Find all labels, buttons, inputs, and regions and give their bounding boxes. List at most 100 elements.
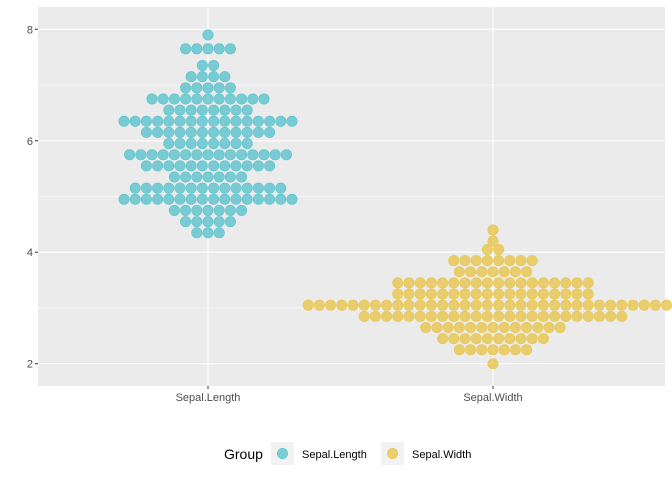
data-point xyxy=(487,321,499,333)
data-point xyxy=(593,299,605,311)
data-point xyxy=(476,266,488,278)
data-point xyxy=(526,288,538,300)
data-point xyxy=(146,93,158,105)
data-point xyxy=(448,299,460,311)
data-point xyxy=(661,299,672,311)
data-point xyxy=(493,333,505,345)
data-point xyxy=(515,333,527,345)
data-point xyxy=(196,71,208,83)
data-point xyxy=(129,115,141,127)
data-point xyxy=(358,310,370,322)
data-point xyxy=(185,182,197,194)
data-point xyxy=(174,160,186,172)
data-point xyxy=(459,277,471,289)
data-point xyxy=(174,104,186,116)
data-point xyxy=(213,216,225,228)
data-point xyxy=(459,310,471,322)
data-point xyxy=(213,227,225,239)
data-point xyxy=(437,299,449,311)
data-point xyxy=(152,115,164,127)
data-point xyxy=(264,193,276,205)
data-point xyxy=(493,277,505,289)
data-point xyxy=(437,277,449,289)
data-point xyxy=(202,93,214,105)
legend-swatch xyxy=(276,447,288,459)
data-point xyxy=(185,160,197,172)
x-tick-label: Sepal.Length xyxy=(176,392,241,404)
data-point xyxy=(230,182,242,194)
data-point xyxy=(129,193,141,205)
data-point xyxy=(554,321,566,333)
data-point xyxy=(476,344,488,356)
data-point xyxy=(174,126,186,138)
data-point xyxy=(196,138,208,150)
data-point xyxy=(219,160,231,172)
data-point xyxy=(487,235,499,247)
data-point xyxy=(515,299,527,311)
data-point xyxy=(526,255,538,267)
data-point xyxy=(465,321,477,333)
data-point xyxy=(532,321,544,333)
data-point xyxy=(275,182,287,194)
data-point xyxy=(286,115,298,127)
data-point xyxy=(180,204,192,216)
data-point xyxy=(616,299,628,311)
data-point xyxy=(224,149,236,161)
data-point xyxy=(526,299,538,311)
data-point xyxy=(369,299,381,311)
data-point xyxy=(140,193,152,205)
data-point xyxy=(537,310,549,322)
data-point xyxy=(208,182,220,194)
data-point xyxy=(571,299,583,311)
data-point xyxy=(437,333,449,345)
data-point xyxy=(476,321,488,333)
data-point xyxy=(208,126,220,138)
data-point xyxy=(241,104,253,116)
data-point xyxy=(224,93,236,105)
data-point xyxy=(219,193,231,205)
data-point xyxy=(174,138,186,150)
data-point xyxy=(191,227,203,239)
data-point xyxy=(504,255,516,267)
data-point xyxy=(605,310,617,322)
data-point xyxy=(470,333,482,345)
data-point xyxy=(135,149,147,161)
data-point xyxy=(219,138,231,150)
data-point xyxy=(202,171,214,183)
data-point xyxy=(191,43,203,55)
data-point xyxy=(560,288,572,300)
legend-swatch xyxy=(386,447,398,459)
data-point xyxy=(425,288,437,300)
data-point xyxy=(224,216,236,228)
data-point xyxy=(487,266,499,278)
data-point xyxy=(582,299,594,311)
x-axis: Sepal.Length Sepal.Width xyxy=(176,386,523,404)
data-point xyxy=(448,255,460,267)
data-point xyxy=(185,193,197,205)
data-point xyxy=(515,277,527,289)
data-point xyxy=(202,149,214,161)
data-point xyxy=(202,204,214,216)
data-point xyxy=(124,149,136,161)
data-point xyxy=(470,255,482,267)
data-point xyxy=(437,288,449,300)
data-point xyxy=(448,310,460,322)
data-point xyxy=(236,93,248,105)
data-point xyxy=(453,266,465,278)
data-point xyxy=(459,299,471,311)
data-point xyxy=(185,71,197,83)
data-point xyxy=(325,299,337,311)
data-point xyxy=(571,310,583,322)
data-point xyxy=(219,182,231,194)
data-point xyxy=(140,182,152,194)
data-point xyxy=(163,138,175,150)
data-point xyxy=(196,104,208,116)
data-point xyxy=(425,310,437,322)
data-point xyxy=(392,277,404,289)
data-point xyxy=(571,288,583,300)
data-point xyxy=(459,333,471,345)
data-point xyxy=(403,299,415,311)
data-point xyxy=(470,299,482,311)
data-point xyxy=(230,138,242,150)
data-point xyxy=(241,115,253,127)
